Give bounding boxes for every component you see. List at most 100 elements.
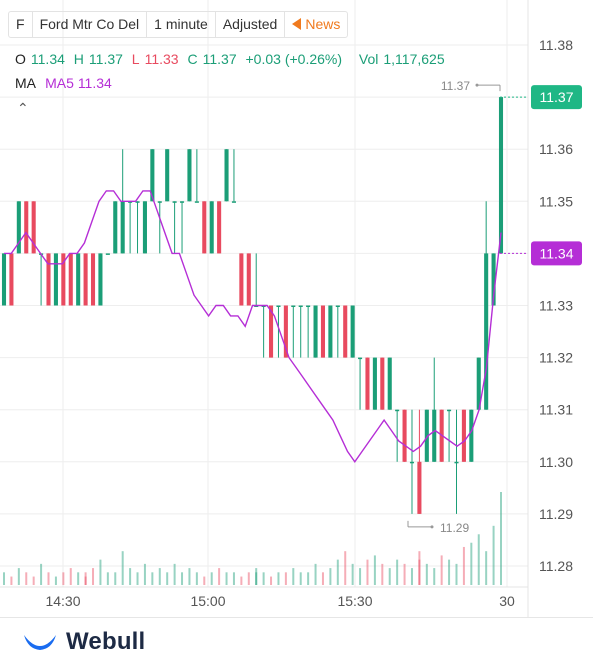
y-tick-label: 11.33 xyxy=(539,298,573,314)
caret-up-icon[interactable]: ⌃ xyxy=(17,100,29,116)
candle-body xyxy=(90,253,96,306)
symbol-selector[interactable]: F xyxy=(9,12,33,37)
ma5-price-tag xyxy=(531,241,582,266)
candle-body xyxy=(142,201,147,254)
candle-body xyxy=(306,305,311,307)
change-value: +0.03 (+0.26%) xyxy=(245,51,343,67)
candle-body xyxy=(224,149,229,202)
volume-bar xyxy=(158,568,161,585)
candle-body xyxy=(135,201,140,203)
ma5-label: MA5 xyxy=(45,75,74,91)
candle-body xyxy=(484,253,489,410)
high-marker-label: 11.37 xyxy=(441,79,470,93)
brand-name: Webull xyxy=(66,628,146,655)
candle-body xyxy=(157,201,162,203)
volume-bar xyxy=(485,551,488,585)
candle-body xyxy=(320,305,326,358)
volume-bar xyxy=(366,559,369,585)
open-value: 11.34 xyxy=(30,51,65,67)
volume-bar xyxy=(106,572,109,585)
last-price-label: 11.37 xyxy=(540,89,574,105)
volume-bar xyxy=(418,559,421,585)
candle-body xyxy=(61,253,66,306)
volume-bar xyxy=(344,551,347,585)
volume-bar xyxy=(240,576,243,585)
ohlc-readout: O 11.34 H 11.37 L 11.33 C 11.37 +0.03 (+0.26… xyxy=(15,51,450,67)
candle-body xyxy=(424,409,429,462)
volume-bar xyxy=(129,568,132,585)
candle-body xyxy=(313,305,318,358)
volume-bar xyxy=(440,555,443,585)
volume-bar xyxy=(403,563,406,585)
volume-bar xyxy=(329,568,332,585)
volume-bar xyxy=(410,568,413,585)
candle-body xyxy=(239,253,244,306)
low-label: L xyxy=(131,51,140,67)
adjust-selector[interactable]: Adjusted xyxy=(216,12,286,37)
candle-body xyxy=(209,201,214,254)
candle-body xyxy=(16,201,21,254)
y-tick-label: 11.30 xyxy=(539,454,573,470)
y-tick-label: 11.31 xyxy=(539,402,573,418)
volume-bar xyxy=(143,563,146,585)
volume-bar xyxy=(136,572,139,585)
volume-bar xyxy=(181,572,184,585)
candle-body xyxy=(409,461,415,464)
company-name[interactable]: Ford Mtr Co Del xyxy=(33,12,148,37)
volume-bar xyxy=(188,568,191,585)
volume-bar xyxy=(151,572,154,585)
volume-bar xyxy=(500,492,502,585)
volume-bar xyxy=(203,576,206,585)
candle-body xyxy=(328,305,333,358)
news-button[interactable]: News xyxy=(285,12,347,37)
candle-body xyxy=(31,201,36,254)
volume-value: 1,117,625 xyxy=(383,51,445,67)
volume-bar xyxy=(396,559,399,585)
volume-bar xyxy=(448,559,451,585)
ma-readout: MA MA5 11.34 xyxy=(15,75,112,91)
volume-bar xyxy=(359,568,362,585)
volume-bar xyxy=(262,572,265,585)
volume-bar xyxy=(433,568,436,585)
candle-body xyxy=(343,305,348,358)
symbol-text: F xyxy=(16,16,25,32)
candle-body xyxy=(187,149,192,202)
candle-body xyxy=(491,253,496,306)
close-value: 11.37 xyxy=(202,51,237,67)
volume-bar xyxy=(232,572,235,585)
candle-body xyxy=(469,409,474,462)
webull-wing-icon xyxy=(24,635,56,650)
volume-bar xyxy=(351,563,354,585)
candle-body xyxy=(372,357,377,410)
candle-body xyxy=(194,201,199,203)
volume-label: Vol xyxy=(358,51,379,67)
volume-bar xyxy=(255,568,258,585)
candle-body xyxy=(298,305,303,307)
volume-bar xyxy=(3,572,5,585)
candle-body xyxy=(335,305,340,307)
volume-bar xyxy=(381,563,384,585)
volume-bar xyxy=(32,576,35,585)
candle-body xyxy=(432,409,437,462)
volume-bar xyxy=(462,546,465,585)
x-tick-label: 14:30 xyxy=(45,593,80,609)
candle-body xyxy=(179,201,185,203)
high-label: H xyxy=(73,51,84,67)
volume-bar xyxy=(77,572,80,585)
volume-bar xyxy=(166,572,169,585)
volume-bar xyxy=(255,572,258,585)
candle-body xyxy=(76,253,81,306)
low-marker-label: 11.29 xyxy=(440,521,469,535)
candle-body xyxy=(24,201,29,254)
volume-bar xyxy=(17,568,20,585)
candle-body xyxy=(128,201,133,203)
footer-divider xyxy=(0,617,593,618)
y-tick-label: 11.32 xyxy=(539,350,573,366)
volume-bar xyxy=(62,572,65,585)
candle-body xyxy=(165,149,170,202)
interval-selector[interactable]: 1 minute xyxy=(147,12,216,37)
volume-bar xyxy=(25,572,28,585)
candle-body xyxy=(246,253,251,306)
candle-body xyxy=(402,409,407,462)
